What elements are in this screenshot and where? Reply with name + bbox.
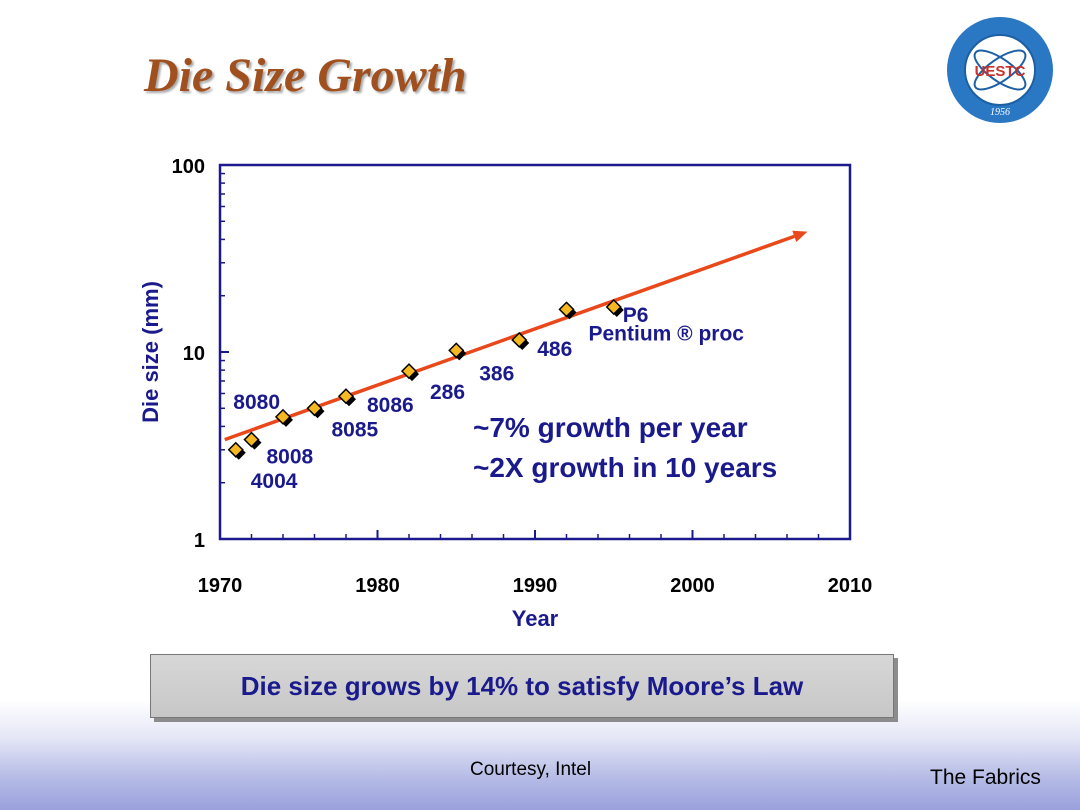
y-tick-label: 100 — [172, 156, 205, 178]
data-point-p6 — [605, 298, 622, 316]
annotation-growth-per-decade: ~2X growth in 10 years — [473, 452, 777, 483]
data-label-p6: P6 — [623, 304, 649, 327]
data-point-8085 — [306, 400, 323, 417]
footer-band — [0, 700, 1080, 810]
logo-text: UESTC — [975, 63, 1026, 80]
trend-arrowhead — [792, 230, 808, 243]
data-label-8085: 8085 — [332, 418, 379, 441]
x-tick-label: 1970 — [198, 575, 243, 597]
data-label-pentium-proc: Pentium ® proc — [589, 322, 745, 345]
logo-year: 1956 — [990, 107, 1010, 118]
x-tick-label: 1980 — [355, 575, 400, 597]
data-label-8008: 8008 — [267, 446, 314, 469]
data-label-286: 286 — [430, 381, 465, 404]
data-label-8080: 8080 — [233, 391, 280, 414]
data-point-8008 — [243, 431, 260, 448]
x-tick-label: 1990 — [513, 575, 558, 597]
data-point-286 — [400, 363, 418, 380]
data-point-386 — [448, 342, 465, 359]
uestc-logo-icon: UESTC 1956 — [947, 17, 1053, 123]
data-label-386: 386 — [479, 362, 514, 385]
section-name: The Fabrics — [930, 766, 1041, 789]
y-tick-label: 1 — [194, 530, 205, 552]
data-point-4004 — [227, 441, 244, 458]
data-point-8080 — [274, 408, 292, 425]
courtesy-note: Courtesy, Intel — [470, 759, 592, 780]
axes: 1970 1980 1990 2000 2010 1 10 100 — [172, 156, 873, 597]
callout-text: Die size grows by 14% to satisfy Moore’s… — [240, 670, 804, 701]
data-points — [227, 298, 624, 460]
y-axis-title: Die size (mm) — [138, 281, 163, 423]
slide-title: Die Size Growth — [144, 49, 467, 102]
data-label-486: 486 — [537, 338, 572, 361]
x-tick-label: 2010 — [828, 575, 873, 597]
annotation-growth-per-year: ~7% growth per year — [473, 412, 748, 443]
data-label-8086: 8086 — [367, 394, 414, 417]
y-tick-label: 10 — [183, 343, 205, 365]
x-tick-label: 2000 — [670, 575, 715, 597]
moore-law-callout: Die size grows by 14% to satisfy Moore’s… — [150, 654, 894, 718]
data-point-pentium-proc — [558, 301, 575, 318]
data-point-486 — [511, 331, 528, 349]
x-axis-title: Year — [512, 606, 559, 631]
data-point-8086 — [337, 388, 355, 405]
data-label-4004: 4004 — [251, 470, 298, 493]
